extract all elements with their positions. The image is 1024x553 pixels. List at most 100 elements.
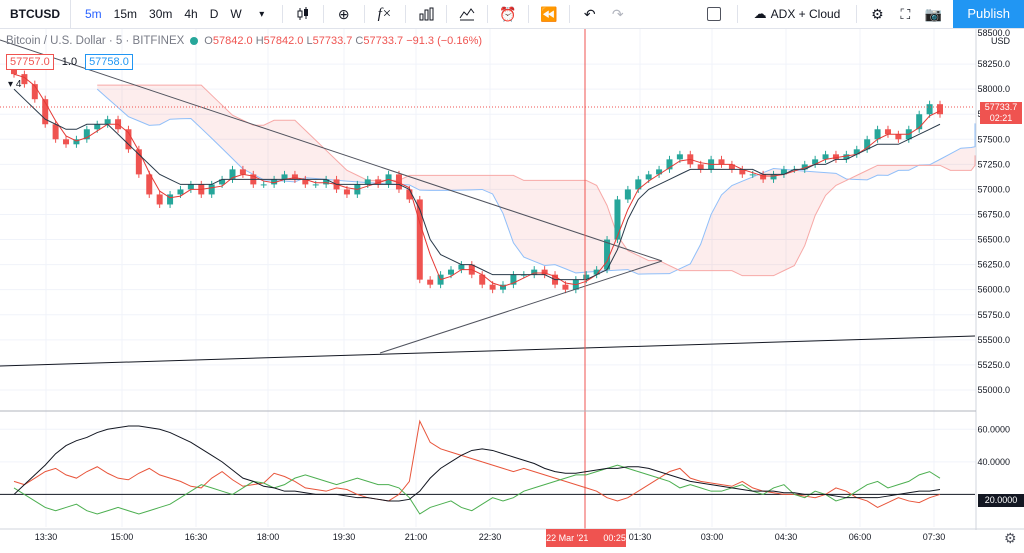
candle-body [656, 169, 663, 175]
candle-body [884, 129, 891, 135]
cloud-layout-label: ADX + Cloud [770, 7, 841, 21]
candle-body [73, 139, 80, 145]
undo-icon[interactable]: ↶ [583, 5, 596, 22]
interval-5m[interactable]: 5m [85, 7, 102, 21]
price-tick-label: 57500.0 [977, 134, 1010, 144]
interval-15m[interactable]: 15m [113, 7, 138, 21]
crosshair-date: 22 Mar '21 [546, 533, 589, 543]
chart-settings-gear-icon[interactable]: ⚙ [1004, 530, 1017, 546]
interval-d[interactable]: D [209, 7, 219, 21]
indicator-tick-label: 60.0000 [977, 424, 1010, 434]
compare-plus-icon[interactable]: ⊕ [337, 5, 350, 22]
financials-icon[interactable] [415, 3, 437, 25]
candle-body [260, 184, 267, 186]
redo-icon[interactable]: ↷ [611, 5, 624, 22]
candle-body [21, 74, 28, 85]
trendline-drawings [0, 29, 976, 529]
legend-title: Bitcoin / U.S. Dollar · 5 · BITFINEX [6, 35, 185, 47]
price-tick-label: 56750.0 [977, 209, 1010, 219]
candle-body [489, 284, 496, 290]
legend-high: 57842.0 [263, 35, 304, 47]
toolbar-divider [856, 5, 858, 23]
toolbar-divider [736, 5, 738, 23]
time-tick-label: 19:30 [333, 532, 356, 542]
toolbar-divider [486, 5, 488, 23]
price-tick-label: 55500.0 [977, 335, 1010, 345]
candle-body [312, 184, 319, 186]
toolbar-divider [322, 5, 324, 23]
publish-button[interactable]: Publish [953, 0, 1024, 28]
layout-toggle-icon[interactable] [706, 7, 721, 21]
templates-icon[interactable] [456, 3, 478, 25]
candle-body [479, 274, 486, 285]
candle-body [42, 99, 49, 125]
time-tick-label: 16:30 [185, 532, 208, 542]
candle-body [135, 149, 142, 175]
plus-di-line [13, 419, 941, 509]
candle-body [531, 269, 538, 275]
alert-clock-icon[interactable]: ⏰ [499, 5, 517, 22]
price-tick-label: 56250.0 [977, 260, 1010, 270]
fullscreen-icon[interactable]: ⛶ [900, 5, 911, 22]
market-status-dot [190, 37, 199, 45]
trendline-upper [0, 39, 663, 262]
candles-icon[interactable] [292, 3, 314, 25]
candle-body [364, 179, 371, 185]
toolbar-divider [568, 5, 570, 23]
candle-body [63, 139, 70, 145]
buy-price-box[interactable]: 57758.0 [85, 54, 133, 70]
candle-body [853, 149, 860, 155]
sell-price-box[interactable]: 57757.0 [6, 54, 54, 70]
candle-body [749, 174, 756, 176]
settings-gear-icon[interactable]: ⚙ [871, 5, 884, 22]
candle-body [343, 189, 350, 195]
candle-body [739, 169, 746, 175]
candle-body [666, 159, 673, 170]
candle-body [926, 104, 933, 115]
interval-30m[interactable]: 30m [149, 7, 173, 21]
candle-body [323, 179, 330, 185]
candle-body [510, 274, 517, 285]
indicator-tick-label: 40.0000 [977, 457, 1010, 467]
cloud-span-a [96, 88, 976, 275]
interval-4h[interactable]: 4h [184, 7, 198, 21]
trendline-support [0, 335, 976, 367]
time-tick-label: 06:00 [849, 532, 872, 542]
price-tick-label: 57250.0 [977, 159, 1010, 169]
candle-body [94, 124, 101, 130]
candle-body [801, 164, 808, 170]
cloud-layout-button[interactable]: ☁ ADX + Cloud [744, 6, 851, 22]
indicator-level-label: 20.0000 [978, 494, 1024, 507]
time-tick-label: 15:00 [111, 532, 134, 542]
collapse-arrow-icon: ▾ [8, 79, 14, 90]
crosshair-date-label: 22 Mar '21 00:25 [546, 529, 626, 547]
symbol-search[interactable]: BTCUSD [0, 0, 71, 28]
bar-countdown: 02:21 [989, 113, 1013, 123]
candle-body [864, 139, 871, 150]
candle-body [822, 154, 829, 160]
price-tick-label: 55000.0 [977, 385, 1010, 395]
candle-body [937, 104, 943, 115]
indicators-collapse[interactable]: ▾ 4 [8, 79, 21, 90]
time-tick-label: 22:30 [479, 532, 502, 542]
candle-body [281, 174, 288, 180]
candle-body [406, 189, 413, 200]
price-tick-label: 58000.0 [977, 84, 1010, 94]
symbol-legend: Bitcoin / U.S. Dollar · 5 · BITFINEX O57… [6, 35, 482, 47]
replay-icon[interactable]: ⏪ [540, 5, 558, 22]
candle-body [52, 124, 59, 140]
indicators-fx-icon[interactable]: f× [377, 5, 392, 22]
candle-body [624, 189, 631, 200]
chevron-down-icon[interactable]: ▾ [259, 8, 265, 20]
currency-label: USD [991, 36, 1011, 46]
candle-body [395, 174, 402, 190]
candle-body [843, 154, 850, 160]
interval-w[interactable]: W [230, 7, 242, 21]
candle-body [177, 189, 184, 195]
candle-body [416, 199, 423, 280]
toolbar-divider [445, 5, 447, 23]
snapshot-camera-icon[interactable]: 📷 [924, 5, 943, 22]
toolbar-divider [527, 5, 529, 23]
candle-body [239, 169, 246, 175]
